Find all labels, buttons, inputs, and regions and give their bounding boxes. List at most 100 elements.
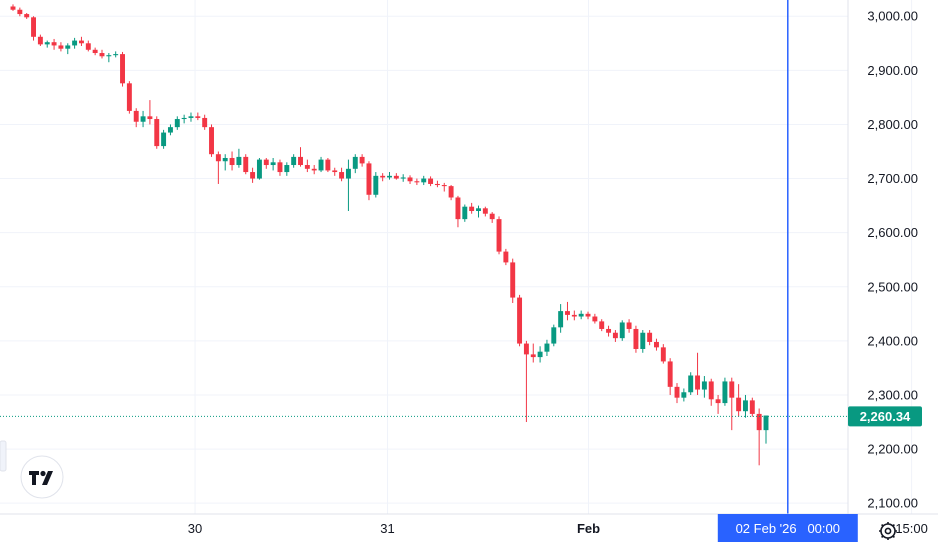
candle-body xyxy=(311,168,317,171)
candle-body xyxy=(729,381,735,398)
y-tick-label: 2,600.00 xyxy=(867,225,918,240)
candle xyxy=(592,313,598,324)
tradingview-logo[interactable] xyxy=(20,455,64,499)
candle xyxy=(345,159,351,212)
candle xyxy=(202,114,208,130)
candle xyxy=(544,339,550,357)
candle xyxy=(565,301,570,321)
candle xyxy=(517,294,523,347)
candle xyxy=(763,415,769,444)
candle-body xyxy=(366,163,372,195)
candle-body xyxy=(585,313,591,317)
candle xyxy=(209,124,214,157)
candle xyxy=(749,397,755,417)
candle xyxy=(161,129,167,149)
candle xyxy=(530,343,536,363)
candle-body xyxy=(537,351,543,358)
candle xyxy=(78,36,84,46)
candle xyxy=(626,319,632,333)
candle xyxy=(729,377,735,431)
candle xyxy=(140,110,146,128)
candle-body xyxy=(140,116,146,122)
candle xyxy=(332,167,338,176)
candle xyxy=(551,324,557,347)
candle-body xyxy=(250,172,256,179)
candle-body xyxy=(393,175,399,179)
candle-body xyxy=(592,316,598,322)
candle xyxy=(469,202,475,214)
candle-body xyxy=(51,42,57,46)
candle-body xyxy=(647,332,653,342)
candle-body xyxy=(565,311,570,315)
candle xyxy=(58,42,64,52)
candle xyxy=(72,37,78,49)
crosshair-time-label: 02 Feb '26 00:00 xyxy=(717,514,858,542)
candle-body xyxy=(626,322,632,329)
candle xyxy=(742,394,748,418)
x-tick-label: 31 xyxy=(380,521,394,536)
candle-body xyxy=(339,172,345,179)
settings-gear-icon[interactable] xyxy=(879,522,897,540)
candle-body xyxy=(291,156,297,166)
candle-body xyxy=(667,361,673,387)
candle-body xyxy=(462,206,468,220)
candle-body xyxy=(270,162,276,166)
candle-body xyxy=(256,159,262,179)
candle-body xyxy=(133,110,139,122)
candle-body xyxy=(571,314,577,317)
y-tick-label: 2,100.00 xyxy=(867,496,918,511)
candle-body xyxy=(188,116,194,118)
candle-body xyxy=(380,175,386,178)
candle xyxy=(599,319,605,332)
candle xyxy=(126,81,132,114)
candle-body xyxy=(469,206,475,212)
price-axis[interactable]: 3,000.00 2,900.00 2,800.00 2,700.00 2,600.00… xyxy=(867,9,918,511)
candle xyxy=(359,154,365,167)
candle xyxy=(174,116,180,130)
candle-body xyxy=(640,332,646,349)
candle-body xyxy=(243,156,249,173)
candle xyxy=(270,157,276,171)
candle xyxy=(325,157,331,173)
y-tick-label: 2,900.00 xyxy=(867,63,918,78)
candle-body xyxy=(106,55,112,57)
candle-body xyxy=(558,311,564,328)
candles xyxy=(10,4,769,466)
candle xyxy=(31,16,37,41)
candle-body xyxy=(161,132,167,147)
candle-body xyxy=(58,45,64,49)
candle-body xyxy=(749,400,755,414)
y-tick-label: 2,500.00 xyxy=(867,279,918,294)
time-axis[interactable]: 30 31 Feb 15:00 xyxy=(188,521,928,536)
candle xyxy=(188,112,194,122)
candle-body xyxy=(489,213,495,220)
candle-body xyxy=(277,162,283,173)
candle xyxy=(222,154,228,171)
candle-body xyxy=(688,375,694,393)
candle xyxy=(434,180,440,188)
candle xyxy=(24,12,30,19)
candle xyxy=(503,248,509,266)
candle-body xyxy=(222,157,228,162)
candle-body xyxy=(31,17,37,37)
candle xyxy=(606,325,612,337)
candle xyxy=(85,40,91,52)
candle xyxy=(756,408,762,466)
candle-body xyxy=(674,386,680,398)
left-panel-handle[interactable] xyxy=(0,440,7,472)
candle-body xyxy=(304,165,310,169)
candle-body xyxy=(517,297,523,344)
candle-body xyxy=(147,116,153,120)
candle xyxy=(133,108,139,128)
candle xyxy=(558,304,564,333)
candle-body xyxy=(441,185,447,187)
candle-body xyxy=(236,156,242,166)
candle xyxy=(352,154,358,174)
crosshair-time-text: 02 Feb '26 00:00 xyxy=(736,521,840,536)
candle-body xyxy=(215,154,221,162)
candle xyxy=(311,165,317,175)
candle xyxy=(387,172,392,180)
candle-body xyxy=(660,347,666,362)
candle xyxy=(585,311,591,320)
